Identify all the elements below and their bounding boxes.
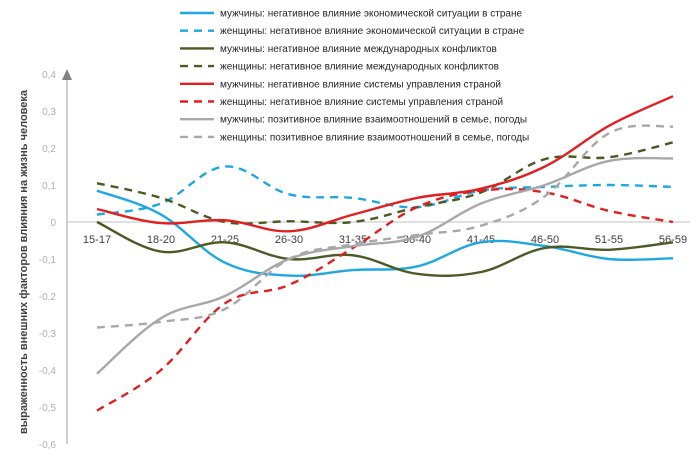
y-tick-label: 0,3 bbox=[42, 107, 56, 118]
chart-axes: 0,4 0,3 0,2 0,1 0 -0,1 -0,2 -0,3 -0,4 -0,5 -0,6 15-… bbox=[39, 69, 690, 451]
series-layer bbox=[96, 95, 674, 412]
series-line-7 bbox=[96, 156, 674, 375]
y-tick-label: 0,2 bbox=[42, 144, 56, 155]
legend-entry-2: женщины: негативное влияние экономическо… bbox=[220, 26, 525, 37]
y-tick-label: 0 bbox=[50, 218, 56, 229]
x-tick-label: 51-55 bbox=[595, 234, 623, 246]
y-tick-label: -0,5 bbox=[39, 403, 57, 414]
y-tick-label: -0,6 bbox=[39, 440, 57, 451]
y-tick-label: 0,4 bbox=[42, 70, 56, 81]
legend: мужчины: негативное влияние экономическо… bbox=[180, 9, 529, 143]
legend-entry-6: женщины: негативное влияние системы упра… bbox=[220, 97, 503, 108]
series-line-5 bbox=[96, 95, 674, 233]
series-line-2 bbox=[96, 165, 674, 216]
y-tick-label: -0,3 bbox=[39, 329, 57, 340]
legend-entry-5: мужчины: негативное влияние системы упра… bbox=[220, 79, 501, 90]
y-tick-label: 0,1 bbox=[42, 181, 56, 192]
legend-entry-8: женщины: позитивное влияние взаимоотноше… bbox=[220, 132, 529, 143]
series-line-4 bbox=[96, 141, 674, 225]
legend-entry-7: мужчины: позитивное влияние взаимоотноше… bbox=[220, 115, 527, 126]
y-tick-label: -0,2 bbox=[39, 292, 57, 303]
legend-entry-4: женщины: негативное влияние международны… bbox=[220, 61, 499, 73]
x-tick-label: 15-17 bbox=[83, 234, 111, 246]
legend-entry-1: мужчины: негативное влияние экономическо… bbox=[220, 9, 522, 20]
x-tick-label: 18-20 bbox=[147, 234, 175, 246]
series-line-1 bbox=[96, 189, 674, 278]
y-axis-label: выраженность внешних факторов влияния на… bbox=[18, 89, 30, 434]
series-line-6 bbox=[96, 187, 674, 412]
x-tick-label: 46-50 bbox=[531, 234, 559, 246]
x-tick-label: 36-40 bbox=[403, 234, 431, 246]
series-line-8 bbox=[96, 124, 674, 329]
x-tick-label: 26-30 bbox=[275, 234, 303, 246]
y-axis-arrow bbox=[62, 69, 72, 80]
y-tick-label: -0,4 bbox=[39, 366, 57, 377]
legend-entry-3: мужчины: негативное влияние международны… bbox=[220, 43, 497, 55]
series-line-3 bbox=[96, 220, 674, 277]
y-tick-label: -0,1 bbox=[39, 255, 57, 266]
